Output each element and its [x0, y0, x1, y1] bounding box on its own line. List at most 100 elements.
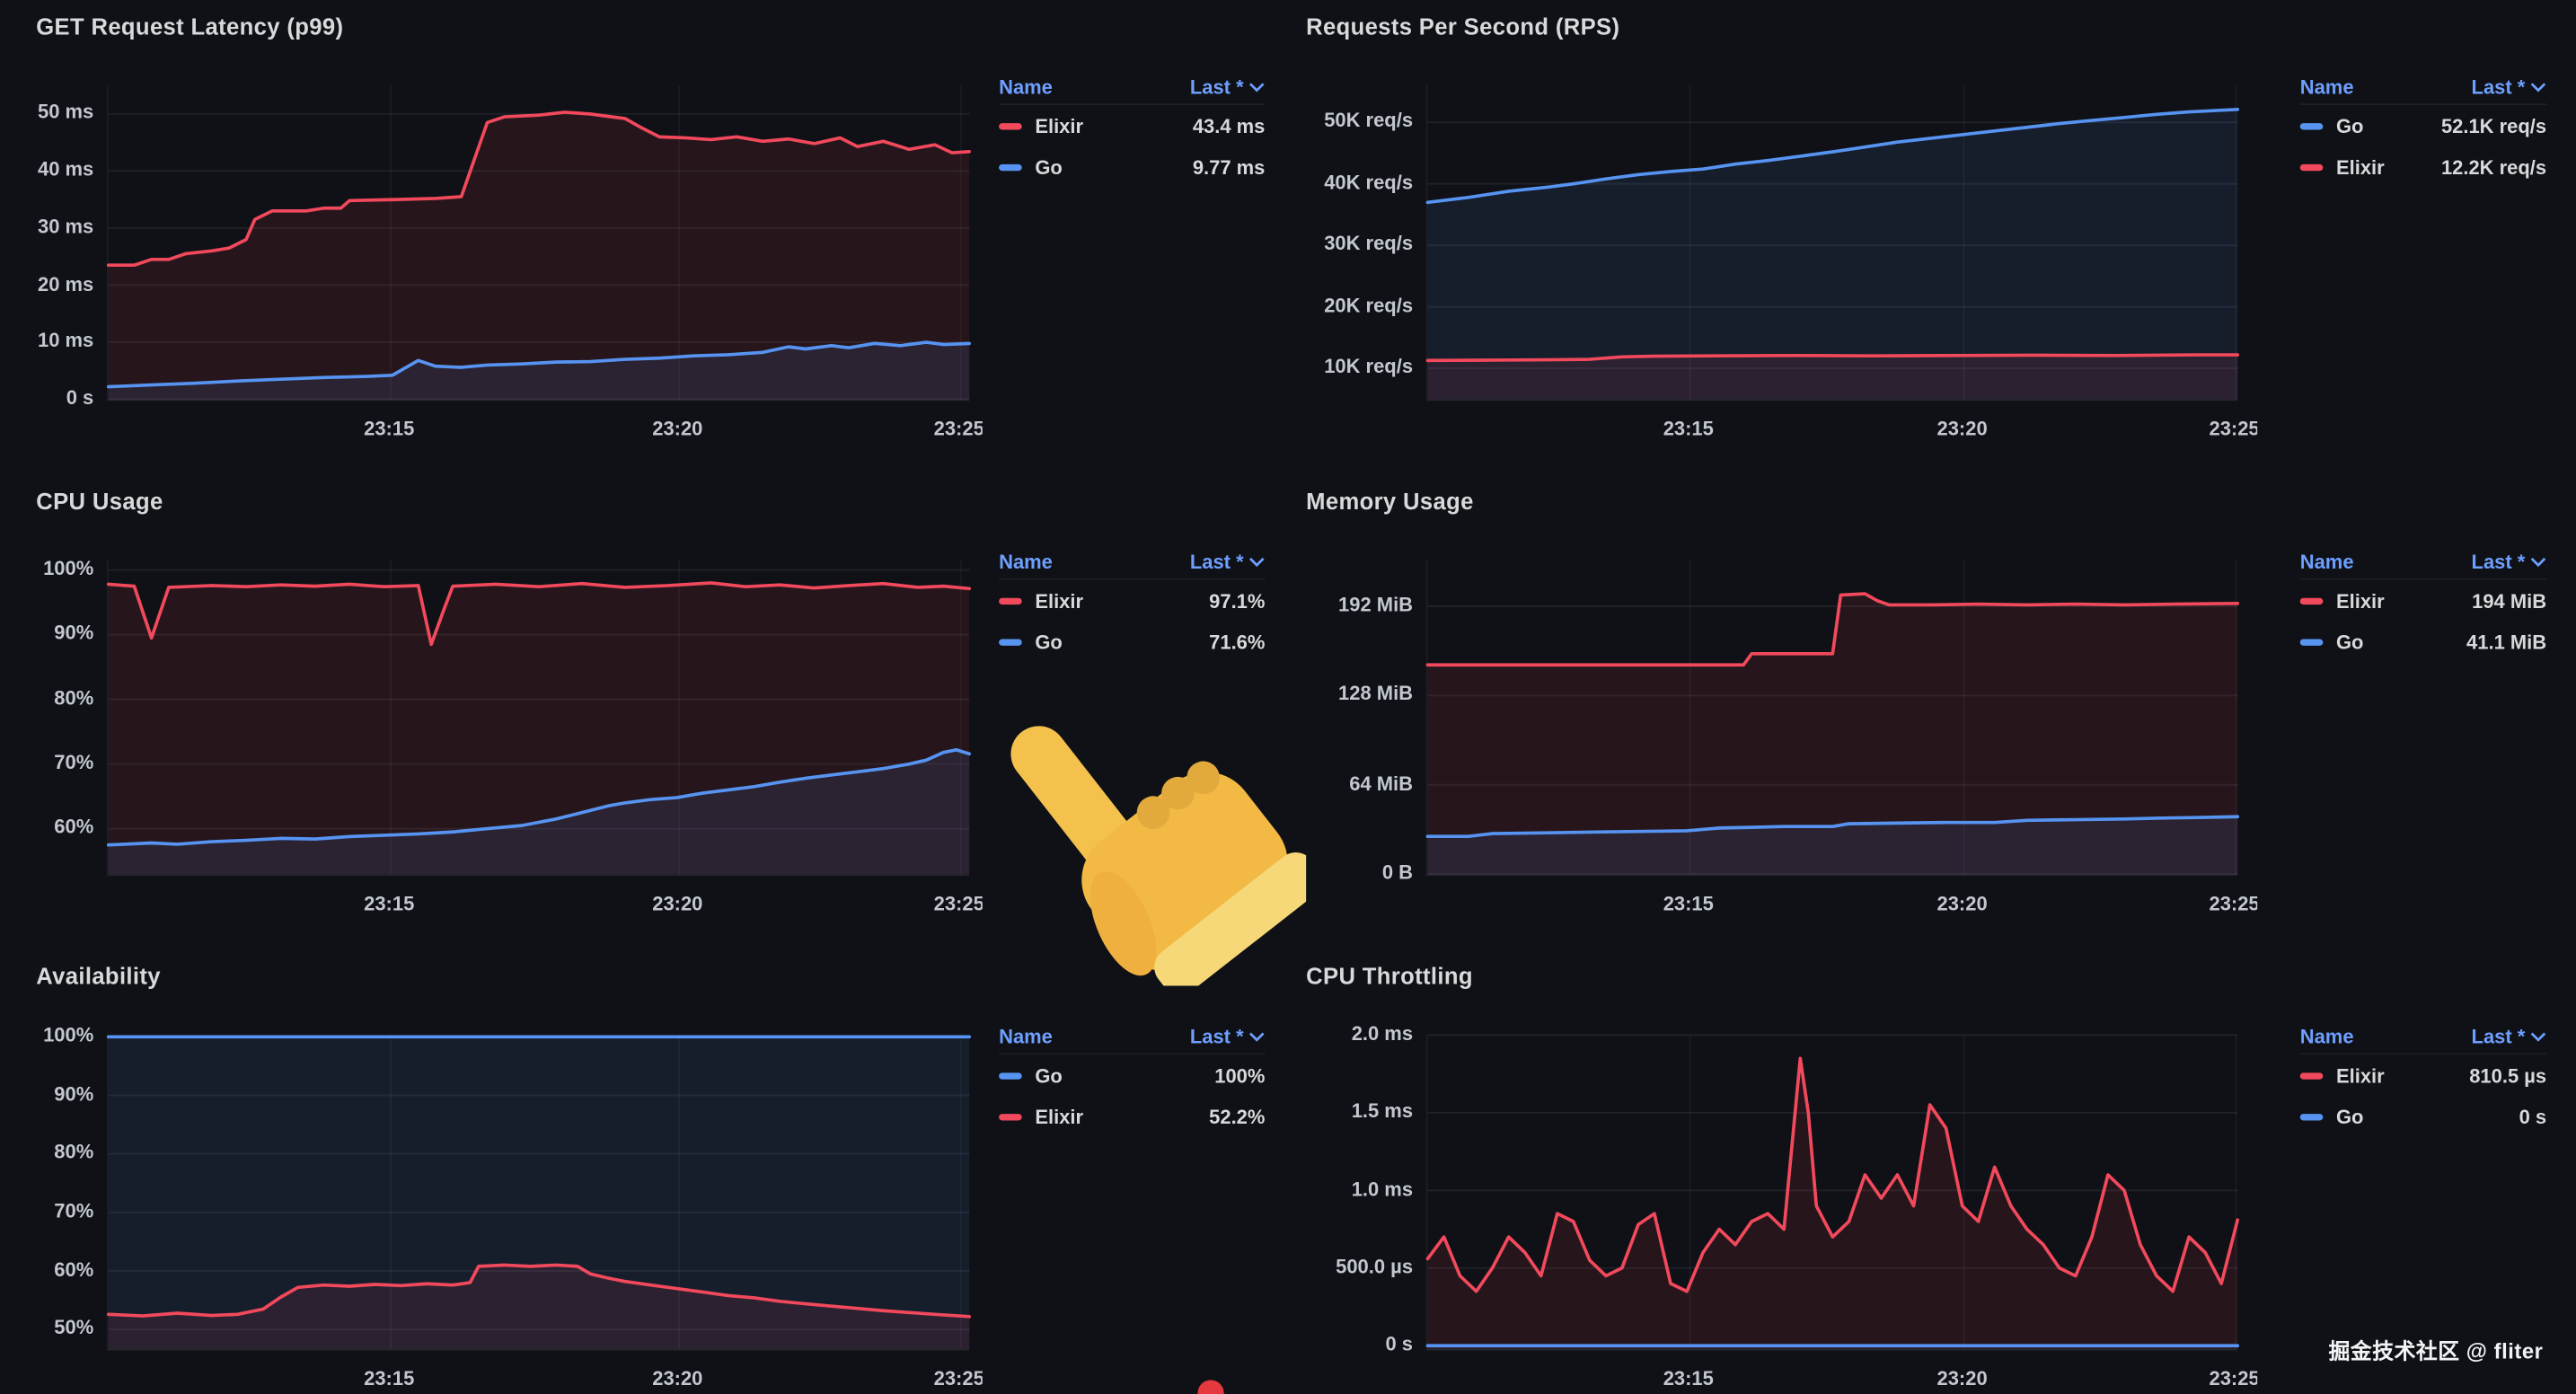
legend-row[interactable]: Go 41.1 MiB [2299, 621, 2547, 662]
y-tick-label: 70% [54, 1199, 94, 1222]
legend-header: Name Last * [999, 72, 1266, 106]
x-tick-label: 23:15 [1663, 417, 1714, 441]
chart-svg [106, 560, 971, 875]
series-name: Elixir [1035, 114, 1084, 137]
legend-sort-name[interactable]: Name [999, 75, 1053, 98]
series-last-value: 97.1% [1209, 588, 1266, 613]
x-tick-label: 23:25 [2209, 1366, 2258, 1390]
chevron-down-icon [2530, 1031, 2546, 1041]
watermark: 掘金技术社区 @ fliter [2328, 1338, 2544, 1364]
chevron-down-icon [1248, 1031, 1265, 1041]
panel-title[interactable]: Requests Per Second (RPS) [1306, 13, 1620, 40]
legend-row[interactable]: Elixir 97.1% [999, 580, 1265, 622]
series-area [1427, 816, 2238, 875]
y-tick-label: 100% [43, 1023, 94, 1047]
legend-row[interactable]: Go 52.1K req/s [2299, 105, 2546, 146]
series-last-value: 194 MiB [2472, 588, 2547, 613]
legend-sort-last[interactable]: Last * [2472, 75, 2547, 98]
series-name: Elixir [2335, 154, 2385, 179]
plot-area[interactable] [1425, 560, 2240, 876]
legend-sort-name[interactable]: Name [2299, 1024, 2354, 1048]
legend-row[interactable]: Elixir 194 MiB [2299, 580, 2547, 622]
y-tick-label: 90% [54, 621, 94, 645]
legend-sort-name[interactable]: Name [2299, 75, 2354, 98]
series-color-swatch [999, 163, 1022, 171]
legend: Name Last * Elixir 194 MiB Go 41.1 MiB [2299, 547, 2547, 662]
panel-title[interactable]: CPU Usage [36, 488, 163, 515]
panel-title[interactable]: CPU Throttling [1306, 962, 1473, 990]
legend-sort-last[interactable]: Last * [2472, 550, 2547, 572]
x-tick-label: 23:20 [1936, 892, 1988, 915]
y-axis: 100% 90% 80% 70% 60% 50% [0, 949, 93, 1393]
y-tick-label: 64 MiB [1349, 772, 1414, 795]
legend-row[interactable]: Elixir 810.5 µs [2299, 1054, 2546, 1096]
plot-area[interactable] [106, 560, 971, 876]
y-tick-label: 0 s [1385, 1332, 1414, 1356]
series-color-swatch [2299, 596, 2324, 604]
y-tick-label: 2.0 ms [1351, 1021, 1414, 1046]
series-line [106, 747, 971, 847]
series-name: Go [1035, 630, 1063, 654]
series-area [108, 582, 970, 875]
legend-header: Name Last * [2299, 1022, 2547, 1055]
x-tick-label: 23:25 [933, 892, 983, 915]
chart-svg [1425, 85, 2240, 400]
panel-title[interactable]: Memory Usage [1306, 488, 1474, 515]
legend-row[interactable]: Go 71.6% [999, 621, 1265, 662]
series-color-swatch [999, 638, 1022, 645]
series-area [1427, 594, 2238, 875]
y-tick-label: 500.0 µs [1336, 1255, 1414, 1278]
legend-sort-name[interactable]: Name [999, 549, 1053, 573]
series-name: Elixir [2335, 1063, 2385, 1087]
y-tick-label: 100% [43, 556, 94, 580]
legend-sort-name[interactable]: Name [999, 1024, 1053, 1048]
legend-row[interactable]: Go 0 s [2299, 1096, 2546, 1137]
legend-sort-last[interactable]: Last * [1190, 550, 1266, 572]
plot-area[interactable] [106, 1035, 971, 1351]
legend-sort-last[interactable]: Last * [1190, 1024, 1266, 1047]
x-axis: 23:15 23:20 23:25 [107, 1367, 983, 1394]
plot-area[interactable] [1425, 85, 2240, 401]
series-name: Go [2335, 630, 2364, 654]
legend: Name Last * Go 100% Elixir 52.2% [999, 1022, 1266, 1137]
series-line [106, 340, 971, 389]
legend-row[interactable]: Go 9.77 ms [999, 146, 1265, 188]
legend-row[interactable]: Elixir 52.2% [999, 1096, 1265, 1137]
legend-row[interactable]: Go 100% [999, 1054, 1265, 1096]
plot-area[interactable] [106, 85, 971, 401]
legend-sort-name[interactable]: Name [2299, 549, 2354, 573]
y-tick-label: 50% [54, 1316, 94, 1340]
y-tick-label: 1.5 ms [1351, 1099, 1414, 1123]
series-line [1425, 107, 2240, 205]
legend: Name Last * Go 52.1K req/s Elixir 12.2K … [2299, 72, 2547, 188]
legend-row[interactable]: Elixir 12.2K req/s [2299, 146, 2546, 188]
panel-title[interactable]: GET Request Latency (p99) [36, 13, 344, 40]
legend-sort-last-label: Last * [2471, 1024, 2526, 1048]
panel-memory-usage: Memory Usage 192 MiB 128 MiB 64 MiB 0 B 23:… [1288, 475, 2576, 950]
legend-header: Name Last * [999, 1022, 1266, 1055]
series-last-value: 71.6% [1209, 630, 1266, 654]
x-tick-label: 23:15 [364, 417, 415, 441]
series-color-swatch [999, 1072, 1022, 1079]
plot-area[interactable] [1425, 1034, 2240, 1351]
series-last-value: 41.1 MiB [2466, 630, 2547, 654]
chart-svg [106, 1035, 971, 1349]
series-color-swatch [2299, 163, 2324, 171]
x-tick-label: 23:15 [1663, 892, 1714, 915]
series-name: Go [2335, 1105, 2364, 1128]
series-area [108, 342, 970, 400]
series-last-value: 43.4 ms [1192, 114, 1266, 137]
panel-title[interactable]: Availability [36, 962, 161, 990]
y-axis: 50 ms 40 ms 30 ms 20 ms 10 ms 0 s [0, 0, 93, 444]
series-color-swatch [999, 1113, 1022, 1120]
x-tick-label: 23:15 [1663, 1366, 1714, 1390]
y-tick-label: 40K req/s [1324, 171, 1414, 194]
legend-sort-last[interactable]: Last * [2472, 1024, 2547, 1047]
series-color-swatch [999, 596, 1022, 604]
y-tick-label: 1.0 ms [1351, 1177, 1414, 1201]
legend-row[interactable]: Elixir 43.4 ms [999, 105, 1265, 146]
chart-svg [1425, 560, 2240, 875]
panel-cpu-usage: CPU Usage 100% 90% 80% 70% 60% 23:15 23:20 23:… [0, 475, 1288, 950]
legend-sort-last[interactable]: Last * [1190, 75, 1266, 98]
x-tick-label: 23:20 [652, 1366, 703, 1390]
